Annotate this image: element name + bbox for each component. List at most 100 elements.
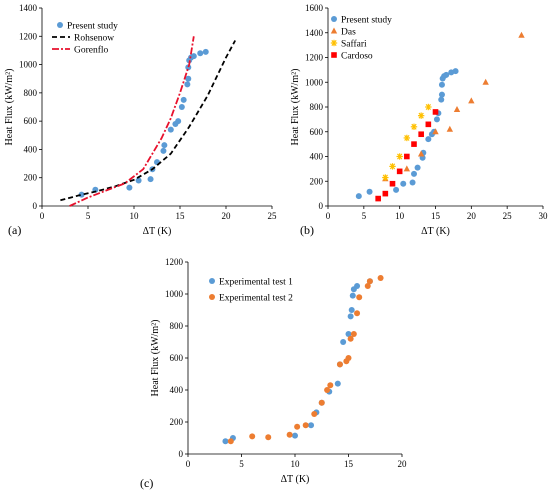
data-point bbox=[327, 382, 334, 389]
x-tick-label: 15 bbox=[344, 459, 354, 469]
data-point bbox=[308, 422, 315, 429]
data-point bbox=[135, 177, 142, 184]
data-point bbox=[417, 112, 425, 119]
data-point bbox=[425, 136, 432, 143]
x-axis-title: ΔT (K) bbox=[281, 474, 310, 485]
data-point bbox=[403, 165, 411, 172]
panel-label: (b) bbox=[300, 223, 314, 237]
data-point bbox=[126, 184, 133, 191]
legend-swatch bbox=[209, 294, 215, 300]
data-point bbox=[425, 103, 432, 111]
legend-entry: Rohsenow bbox=[52, 34, 114, 44]
x-tick-label: 10 bbox=[395, 211, 405, 221]
data-point bbox=[438, 96, 445, 103]
series-das bbox=[382, 31, 525, 182]
x-tick-label: 10 bbox=[291, 459, 301, 469]
data-point bbox=[227, 438, 234, 445]
data-point bbox=[396, 153, 403, 160]
y-tick-label: 1400 bbox=[305, 28, 324, 38]
x-tick-label: 10 bbox=[130, 211, 140, 221]
y-tick-label: 1600 bbox=[305, 3, 324, 13]
data-point bbox=[443, 71, 450, 78]
data-point bbox=[389, 163, 396, 170]
y-tick-label: 600 bbox=[170, 353, 184, 363]
data-point bbox=[160, 147, 167, 154]
legend-swatch bbox=[331, 52, 337, 58]
data-point bbox=[411, 141, 417, 147]
data-point bbox=[161, 142, 168, 149]
legend-entry: Cardoso bbox=[331, 52, 373, 62]
data-point bbox=[414, 164, 421, 171]
data-point bbox=[345, 355, 352, 361]
series-cardoso bbox=[375, 109, 439, 202]
x-tick-label: 0 bbox=[40, 211, 45, 221]
data-point bbox=[453, 105, 461, 112]
legend-label: Das bbox=[341, 28, 356, 38]
legend-entry: Saffari bbox=[330, 39, 367, 50]
x-tick-label: 0 bbox=[326, 211, 331, 221]
data-point bbox=[292, 432, 298, 439]
y-tick-label: 0 bbox=[319, 201, 324, 211]
data-point bbox=[396, 168, 403, 175]
data-point bbox=[452, 68, 459, 75]
data-point bbox=[180, 96, 187, 103]
data-point bbox=[393, 186, 400, 193]
data-point bbox=[433, 116, 440, 123]
data-point bbox=[324, 387, 331, 393]
data-point bbox=[518, 31, 525, 38]
data-point bbox=[350, 331, 357, 337]
x-tick-label: 15 bbox=[176, 211, 186, 221]
legend-entry: Experimental test 2 bbox=[209, 294, 293, 304]
legend-entry: Das bbox=[330, 27, 356, 38]
legend-swatch bbox=[330, 27, 338, 34]
data-point bbox=[302, 422, 309, 429]
x-tick-label: 5 bbox=[362, 211, 367, 221]
series-line bbox=[69, 36, 195, 207]
data-point bbox=[375, 195, 381, 202]
data-point bbox=[468, 97, 475, 104]
data-point bbox=[202, 48, 209, 55]
legend-entry: Present study bbox=[331, 16, 392, 26]
y-axis-title: Heat Flux (kW/m²) bbox=[290, 69, 301, 146]
y-tick-label: 1400 bbox=[19, 3, 38, 13]
y-tick-label: 1200 bbox=[305, 53, 324, 63]
data-point bbox=[389, 180, 396, 187]
y-tick-label: 1000 bbox=[165, 289, 184, 299]
chart-panel-a: 0 5 10 15 20 25 0 200 400 600 800 1000 1200 1400 ΔT (K… bbox=[4, 3, 277, 237]
x-tick-label: 20 bbox=[467, 211, 477, 221]
x-tick-label: 25 bbox=[503, 211, 513, 221]
data-point bbox=[147, 176, 154, 183]
data-point bbox=[377, 275, 384, 281]
data-point bbox=[190, 53, 197, 60]
legend-swatch bbox=[57, 22, 63, 28]
data-point bbox=[355, 193, 362, 200]
data-point bbox=[311, 411, 318, 417]
x-axis-title: ΔT (K) bbox=[143, 226, 172, 237]
y-tick-label: 400 bbox=[24, 144, 38, 154]
data-point bbox=[382, 174, 389, 181]
y-tick-label: 400 bbox=[310, 152, 324, 162]
series-line bbox=[60, 40, 236, 202]
data-point bbox=[345, 331, 352, 337]
y-axis-title: Heat Flux (kW/m²) bbox=[4, 69, 15, 146]
data-point bbox=[366, 278, 373, 285]
x-tick-label: 20 bbox=[398, 459, 408, 469]
legend-swatch bbox=[331, 16, 337, 22]
data-point bbox=[432, 109, 439, 115]
y-tick-label: 1200 bbox=[19, 31, 38, 41]
legend-entry: Experimental test 1 bbox=[209, 278, 293, 288]
data-point bbox=[432, 128, 439, 135]
data-point bbox=[410, 123, 418, 130]
x-tick-label: 5 bbox=[86, 211, 91, 221]
series-present-study bbox=[78, 48, 209, 198]
y-tick-label: 0 bbox=[179, 449, 184, 459]
x-tick-label: 0 bbox=[186, 459, 191, 469]
data-point bbox=[418, 131, 424, 138]
y-tick-label: 200 bbox=[170, 417, 184, 427]
y-tick-label: 600 bbox=[24, 116, 38, 126]
data-point bbox=[425, 121, 432, 128]
data-point bbox=[364, 283, 371, 289]
data-point bbox=[175, 118, 182, 125]
x-tick-label: 5 bbox=[239, 459, 244, 469]
